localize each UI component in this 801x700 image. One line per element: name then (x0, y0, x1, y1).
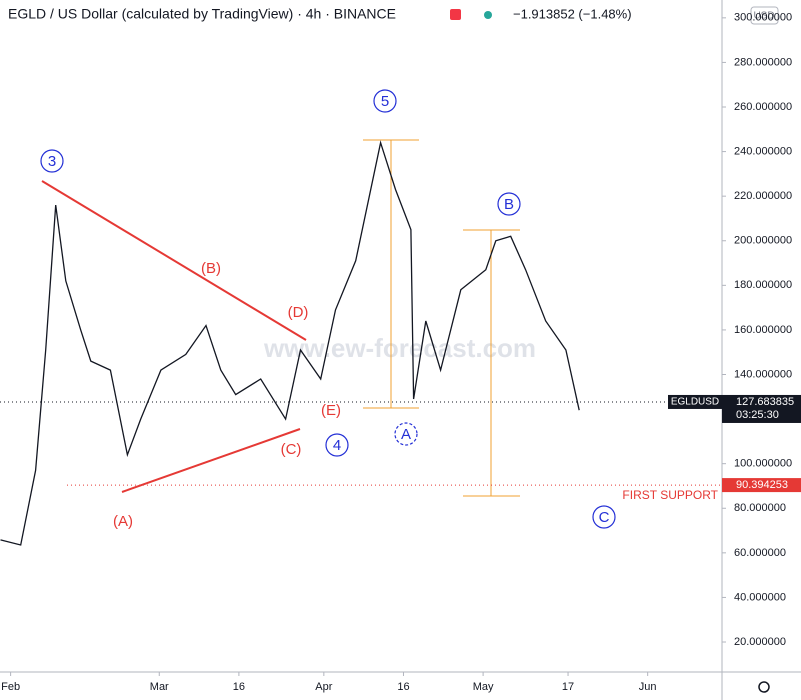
icon (450, 9, 461, 20)
y-tick-label: 300.000000 (734, 12, 792, 24)
symbol: EGLDUSD (671, 397, 719, 408)
y-tick-label: 100.000000 (734, 458, 792, 470)
chart-title: EGLD / US Dollar (calculated by TradingV… (8, 6, 396, 22)
wave-label: B (504, 196, 514, 213)
y-tick-label: 280.000000 (734, 56, 792, 68)
y-tick-label: 20.000000 (734, 636, 786, 648)
x-tick-label: Feb (1, 681, 20, 693)
y-tick-label: 40.000000 (734, 591, 786, 603)
symbol-badge (668, 394, 722, 409)
support-price: 90.394253 (736, 479, 788, 491)
x-tick-label: 16 (397, 681, 409, 693)
y-tick-label: 80.000000 (734, 502, 786, 514)
trend-line (121, 428, 301, 493)
wave-label: 5 (381, 93, 389, 110)
wave-circles (40, 89, 616, 529)
x-tick-label: Mar (150, 681, 169, 693)
wave-label: (A) (113, 513, 133, 530)
wave-label: (B) (201, 260, 221, 277)
y-tick-label: 200.000000 (734, 235, 792, 247)
status-dot (484, 11, 492, 19)
watermark: www.ew-forecast.com (263, 333, 536, 363)
wave-label: C (599, 509, 610, 526)
wave-label: (E) (321, 402, 341, 419)
x-tick-label: Jun (639, 681, 657, 693)
wave-label: 3 (48, 153, 56, 170)
price-line (0, 140, 580, 546)
x-tick-label: 17 (562, 681, 574, 693)
price-badge (722, 394, 801, 423)
y-tick-label: 220.000000 (734, 190, 792, 202)
x-tick-label: Apr (315, 681, 332, 693)
currency-badge[interactable] (750, 6, 779, 25)
wave-label: A (401, 426, 411, 443)
support-label: FIRST SUPPORT (622, 488, 718, 502)
y-tick-label: 240.000000 (734, 145, 792, 157)
wave-label: (C) (281, 441, 302, 458)
y-tick-label: 140.000000 (734, 368, 792, 380)
y-tick-label: 180.000000 (734, 279, 792, 291)
y-tick-label: 260.000000 (734, 101, 792, 113)
wave-label: 4 (333, 437, 341, 454)
price-change: −1.913852 (−1.48%) (513, 6, 632, 21)
measure (363, 139, 520, 497)
wave-label: (D) (288, 304, 309, 321)
trend-line (41, 180, 307, 341)
settings-icon[interactable] (758, 681, 770, 693)
x-tick-label: 16 (233, 681, 245, 693)
last-price: 127.683835 (736, 396, 794, 408)
currency: USD (753, 11, 774, 22)
y-tick-label: 160.000000 (734, 324, 792, 336)
countdown: 03:25:30 (736, 409, 779, 421)
y-tick-label: 60.000000 (734, 547, 786, 559)
support-badge (722, 478, 801, 493)
x-tick-label: May (473, 681, 494, 693)
